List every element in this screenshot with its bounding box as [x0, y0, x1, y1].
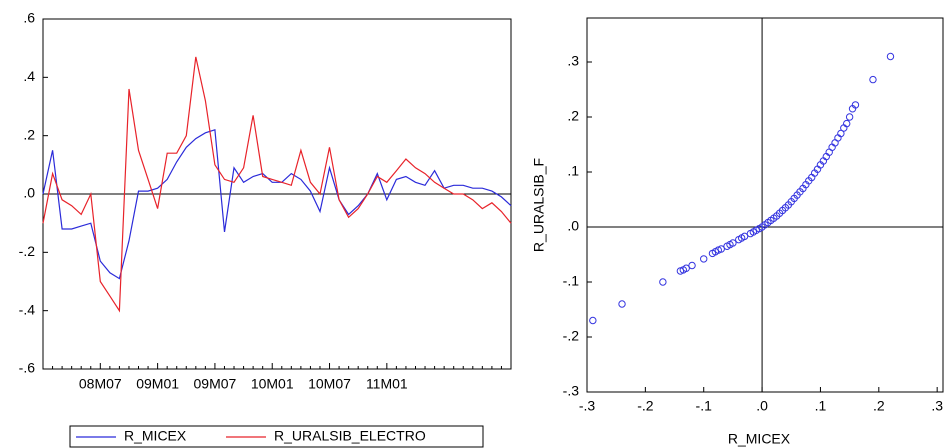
x-tick-label: -.3: [579, 398, 596, 414]
scatter-point: [589, 316, 597, 325]
x-tick-label: 09M01: [136, 376, 179, 392]
x-tick-label: .1: [815, 398, 827, 414]
legend-box: [69, 425, 484, 448]
scatter-point: [886, 52, 895, 61]
scatter-point: [659, 278, 667, 286]
y-tick-label: -.2: [19, 243, 36, 259]
x-tick-label: 10M07: [308, 376, 351, 392]
scatter-point: [700, 255, 708, 263]
y-tick-label: .0: [567, 218, 579, 234]
y-tick-label: -.4: [19, 301, 36, 317]
scatter-point: [729, 239, 737, 247]
x-tick-label: 08M07: [79, 376, 122, 392]
y-tick-label: .4: [23, 68, 35, 84]
scatter-point: [717, 245, 725, 253]
x-tick-label: 10M01: [251, 376, 294, 392]
x-tick-label: -.1: [696, 398, 713, 414]
x-tick-label: .3: [931, 398, 943, 414]
legend-label: R_URALSIB_ELECTRO: [274, 428, 426, 444]
line-series: [42, 129, 512, 280]
legend-label: R_MICEX: [124, 428, 187, 444]
scatter-point: [851, 101, 860, 109]
y-tick-label: .3: [567, 53, 579, 69]
y-tick-label: .0: [23, 185, 35, 201]
line-series: [42, 56, 512, 313]
x-axis-title: R_MICEX: [728, 431, 791, 447]
scatter-point: [869, 75, 877, 84]
y-tick-label: .1: [567, 163, 579, 179]
y-tick-label: .6: [23, 10, 35, 26]
y-tick-label: .2: [567, 108, 579, 124]
scatter-point: [837, 129, 845, 138]
plot-frame: [586, 17, 944, 393]
scatter-point: [845, 113, 854, 121]
scatter-point: [618, 300, 626, 308]
scatter-point: [740, 232, 749, 241]
y-tick-label: -.6: [19, 360, 36, 376]
scatter-point: [688, 261, 696, 270]
x-tick-label: 09M07: [194, 376, 237, 392]
y-tick-label: -.2: [563, 328, 580, 344]
y-tick-label: -.1: [563, 273, 580, 289]
y-tick-label: .2: [23, 126, 35, 142]
y-tick-label: -.3: [563, 383, 580, 399]
x-tick-label: .2: [873, 398, 885, 414]
scatter-point: [682, 264, 690, 272]
scatter-point: [843, 119, 851, 128]
x-tick-label: .0: [756, 398, 768, 414]
x-tick-label: -.2: [637, 398, 654, 414]
x-tick-label: 11M01: [366, 376, 408, 392]
y-axis-title: R_URALSIB_F: [531, 158, 547, 252]
